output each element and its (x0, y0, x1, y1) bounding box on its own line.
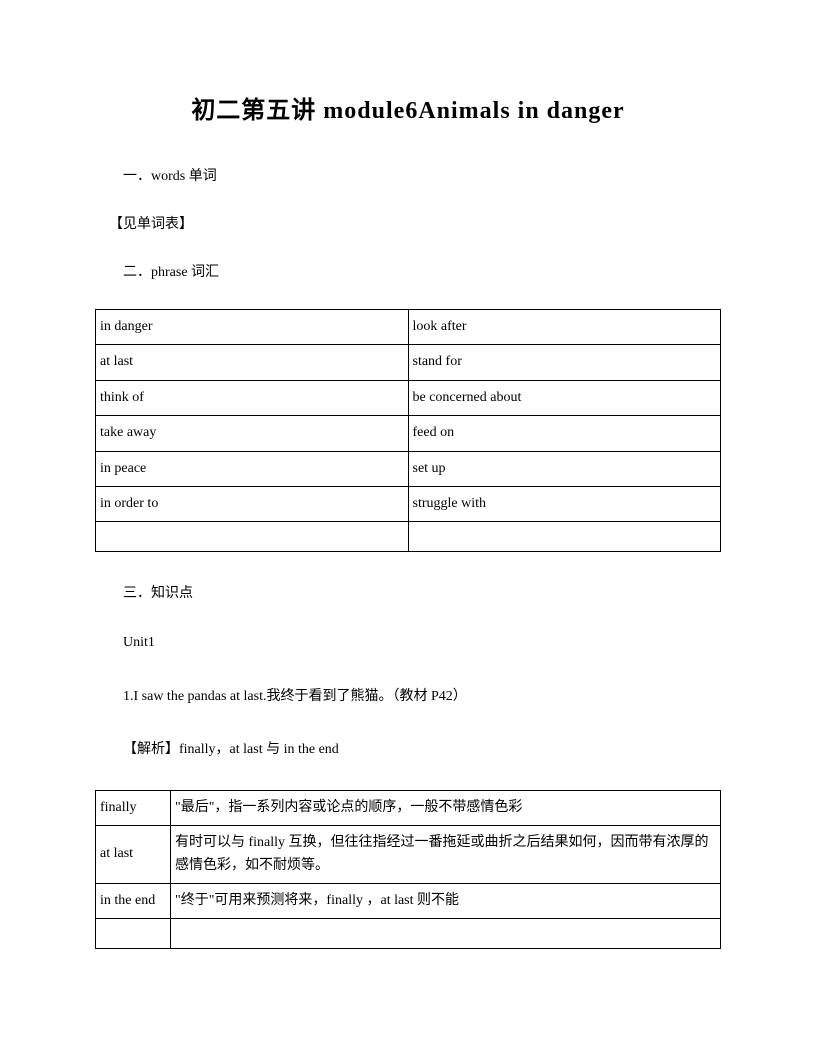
phrase-cell: stand for (408, 345, 721, 380)
table-row: in danger look after (96, 310, 721, 345)
table-row: at last stand for (96, 345, 721, 380)
knowledge-point-1: 1.I saw the pandas at last.我终于看到了熊猫。（教材 … (95, 684, 721, 709)
table-row: at last 有时可以与 finally 互换，但往往指经过一番拖延或曲折之后… (96, 826, 721, 884)
term-cell: in the end (96, 884, 171, 919)
phrase-cell: in peace (96, 451, 409, 486)
definition-cell: "终于"可用来预测将来，finally ，at last 则不能 (171, 884, 721, 919)
phrase-cell: look after (408, 310, 721, 345)
phrase-cell: take away (96, 416, 409, 451)
page-title: 初二第五讲 module6Animals in danger (95, 90, 721, 125)
table-row: finally "最后"，指一系列内容或论点的顺序，一般不带感情色彩 (96, 790, 721, 825)
section-1-heading: 一．words 单词 (95, 165, 721, 185)
phrase-cell: set up (408, 451, 721, 486)
phrase-cell (96, 522, 409, 552)
table-row: in the end "终于"可用来预测将来，finally ，at last … (96, 884, 721, 919)
term-cell (96, 919, 171, 949)
table-row: in order to struggle with (96, 486, 721, 521)
knowledge-table: finally "最后"，指一系列内容或论点的顺序，一般不带感情色彩 at la… (95, 790, 721, 950)
phrase-cell: be concerned about (408, 380, 721, 415)
table-row (96, 919, 721, 949)
unit-label: Unit1 (95, 630, 721, 655)
phrase-cell: in danger (96, 310, 409, 345)
term-cell: at last (96, 826, 171, 884)
section-3-heading: 三．知识点 (95, 582, 721, 602)
section-2-heading: 二．phrase 词汇 (95, 261, 721, 281)
analysis-label: 【解析】finally，at last 与 in the end (95, 737, 721, 762)
table-row: take away feed on (96, 416, 721, 451)
phrase-cell: in order to (96, 486, 409, 521)
table-row: in peace set up (96, 451, 721, 486)
vocabulary-note: 【见单词表】 (95, 213, 721, 233)
phrase-cell (408, 522, 721, 552)
definition-cell (171, 919, 721, 949)
definition-cell: "最后"，指一系列内容或论点的顺序，一般不带感情色彩 (171, 790, 721, 825)
table-row (96, 522, 721, 552)
phrase-cell: think of (96, 380, 409, 415)
definition-cell: 有时可以与 finally 互换，但往往指经过一番拖延或曲折之后结果如何，因而带… (171, 826, 721, 884)
table-row: think of be concerned about (96, 380, 721, 415)
term-cell: finally (96, 790, 171, 825)
phrase-table: in danger look after at last stand for t… (95, 309, 721, 552)
phrase-cell: at last (96, 345, 409, 380)
phrase-cell: feed on (408, 416, 721, 451)
phrase-cell: struggle with (408, 486, 721, 521)
